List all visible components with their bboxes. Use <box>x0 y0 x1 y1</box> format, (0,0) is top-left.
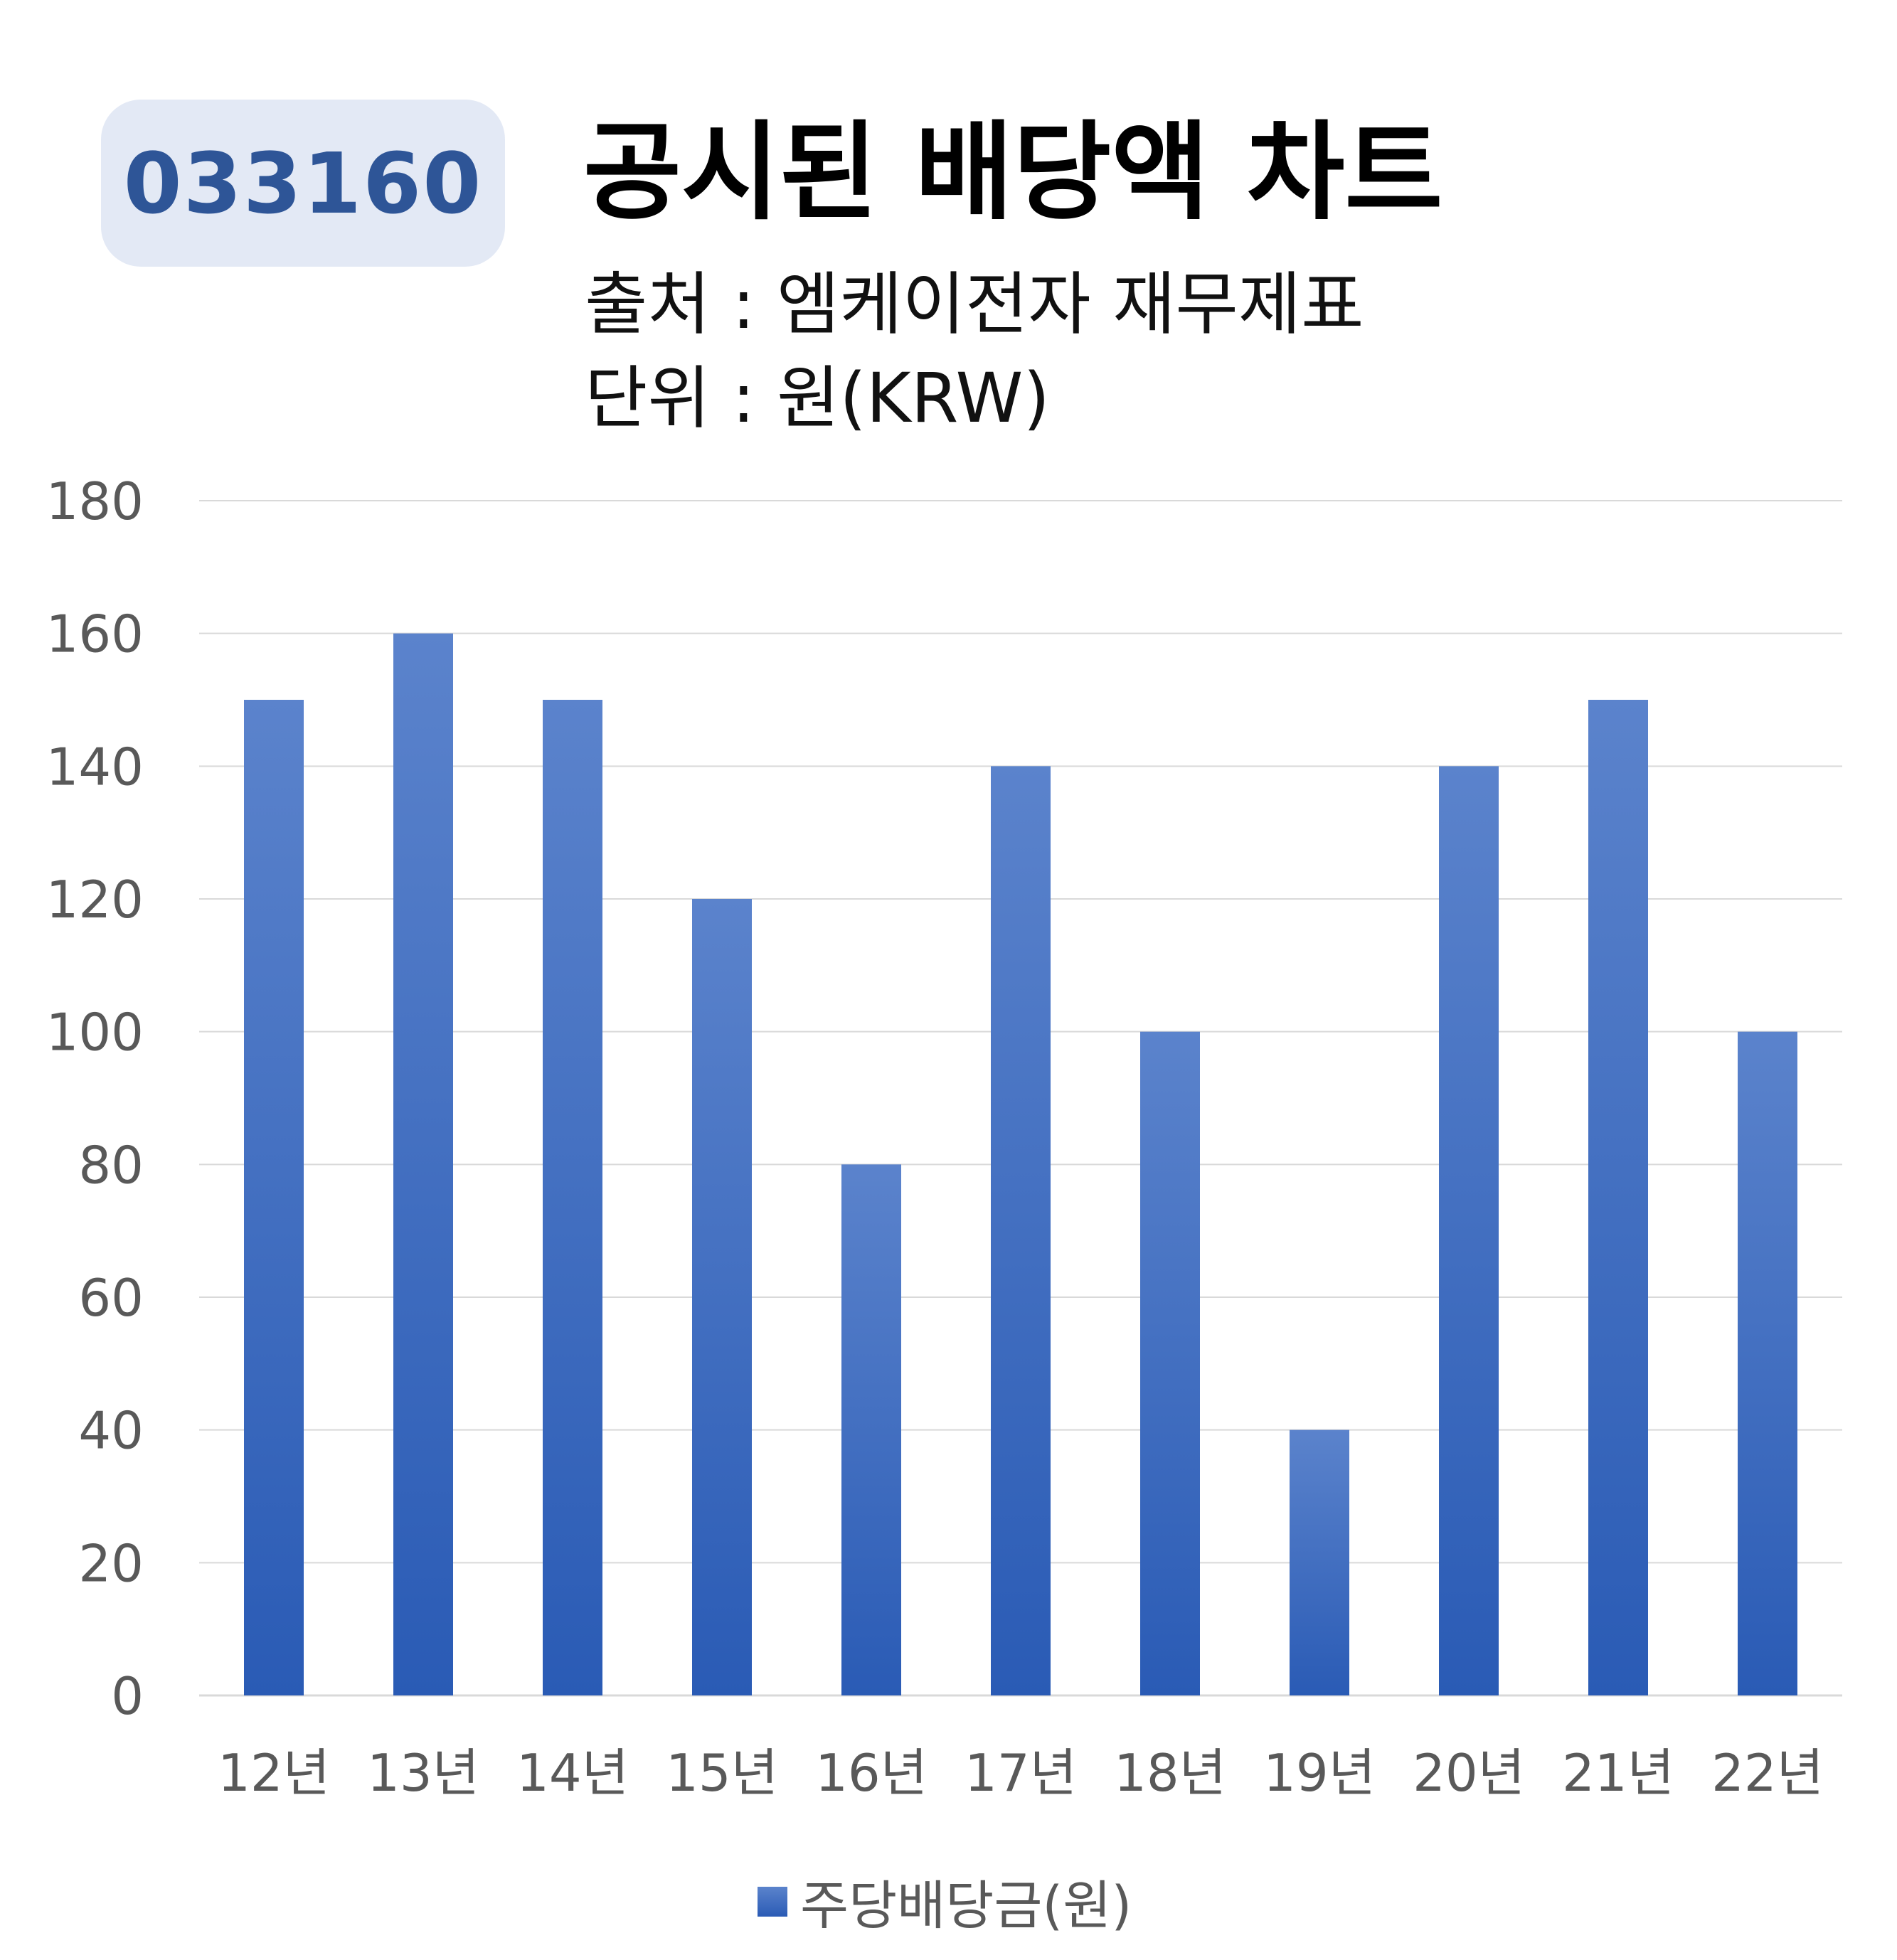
ticker-code: 033160 <box>123 134 483 233</box>
bar-chart: 0 20 40 60 80 100 120 140 160 180 12년 13년 14년 15년 16년… <box>46 472 1842 1803</box>
y-tick-label: 180 <box>46 472 144 531</box>
x-tick-label: 13년 <box>367 1743 479 1803</box>
y-tick-label: 40 <box>78 1401 144 1461</box>
x-tick-label: 19년 <box>1263 1743 1376 1803</box>
x-tick-label: 16년 <box>815 1743 928 1803</box>
y-tick-label: 80 <box>78 1135 144 1195</box>
x-tick-label: 18년 <box>1114 1743 1226 1803</box>
bar-20년 <box>1439 766 1499 1695</box>
y-tick-label: 160 <box>46 604 144 664</box>
y-tick-label: 0 <box>111 1666 144 1726</box>
y-tick-label: 140 <box>46 737 144 797</box>
x-tick-label: 17년 <box>965 1743 1077 1803</box>
bar-14년 <box>543 700 602 1695</box>
x-tick-label: 12년 <box>218 1743 330 1803</box>
x-tick-label: 21년 <box>1562 1743 1674 1803</box>
legend-swatch <box>758 1886 787 1917</box>
ticker-badge: 033160 <box>101 100 505 267</box>
bars <box>244 633 1797 1695</box>
bar-21년 <box>1588 700 1648 1695</box>
x-axis-ticks: 12년 13년 14년 15년 16년 17년 18년 19년 20년 21년 22년 <box>218 1743 1824 1803</box>
bar-19년 <box>1290 1429 1349 1695</box>
unit-note: 단위 : 원(KRW) <box>585 358 1050 438</box>
x-tick-label: 22년 <box>1711 1743 1824 1803</box>
bar-17년 <box>991 766 1051 1695</box>
y-tick-label: 60 <box>78 1268 144 1328</box>
bar-12년 <box>244 700 304 1695</box>
legend: 주당배당금(원) <box>758 1863 1132 1939</box>
bar-22년 <box>1738 1031 1797 1695</box>
y-tick-label: 20 <box>78 1533 144 1593</box>
y-tick-label: 120 <box>46 870 144 930</box>
bar-13년 <box>393 633 453 1695</box>
y-tick-label: 100 <box>46 1003 144 1062</box>
chart-title: 공시된 배당액 차트 <box>583 111 1443 235</box>
source-note: 출처 : 엠케이전자 재무제표 <box>585 265 1364 344</box>
x-tick-label: 14년 <box>516 1743 629 1803</box>
x-tick-label: 20년 <box>1413 1743 1525 1803</box>
x-tick-label: 15년 <box>666 1743 778 1803</box>
legend-label: 주당배당금(원) <box>800 1875 1132 1937</box>
bar-16년 <box>841 1164 901 1695</box>
bar-18년 <box>1140 1031 1200 1695</box>
bar-15년 <box>692 899 752 1695</box>
y-axis-ticks: 0 20 40 60 80 100 120 140 160 180 <box>46 472 144 1726</box>
